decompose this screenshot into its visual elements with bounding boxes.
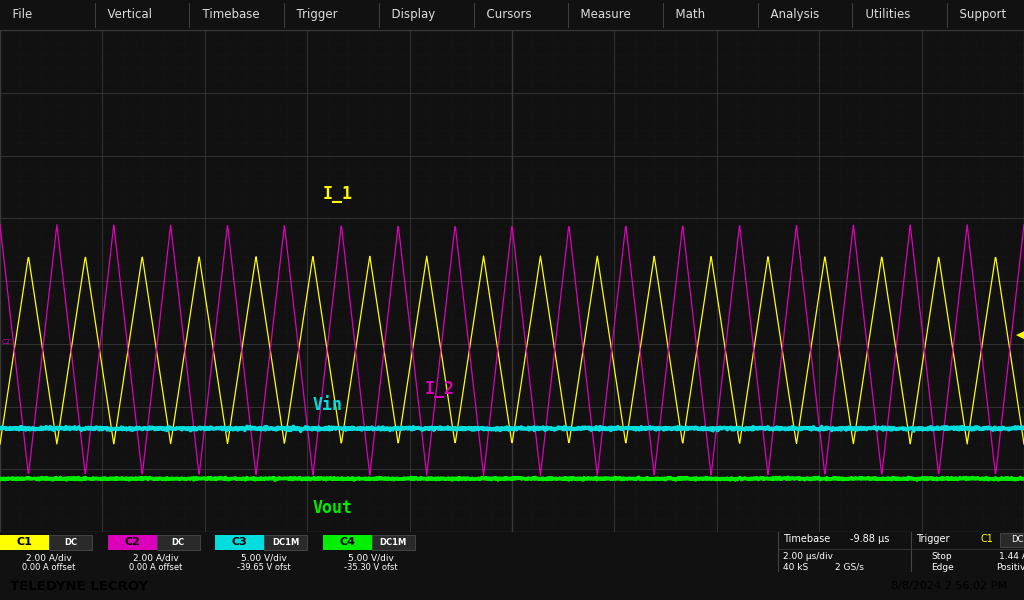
Text: 5.00 V/div: 5.00 V/div (348, 553, 394, 562)
Text: TELEDYNE LECROY: TELEDYNE LECROY (10, 580, 148, 593)
Text: C1: C1 (981, 534, 994, 544)
Text: 2.00 A/div: 2.00 A/div (133, 553, 179, 562)
Text: 2 GS/s: 2 GS/s (835, 563, 863, 572)
Bar (372, 535, 415, 550)
Text: -9.88 μs: -9.88 μs (850, 534, 889, 544)
Text: Trigger: Trigger (289, 8, 338, 21)
Text: Support: Support (952, 8, 1007, 21)
Bar (108, 535, 157, 550)
Text: C4: C4 (339, 538, 355, 547)
Text: Measure: Measure (573, 8, 631, 21)
Text: Timebase: Timebase (195, 8, 259, 21)
Text: Stop: Stop (932, 552, 952, 562)
Text: Vertical: Vertical (100, 8, 152, 21)
Text: DC: DC (172, 538, 184, 547)
Text: -35.30 V ofst: -35.30 V ofst (344, 563, 398, 572)
Text: File: File (5, 8, 33, 21)
Text: -39.65 V ofst: -39.65 V ofst (237, 563, 291, 572)
Text: C2: C2 (2, 339, 11, 345)
Bar (323, 535, 372, 550)
Text: DC: DC (65, 538, 77, 547)
Text: 2.00 A/div: 2.00 A/div (26, 553, 72, 562)
Text: 2.00 μs/div: 2.00 μs/div (783, 552, 834, 562)
Bar (1000, 533, 1024, 547)
Text: Display: Display (384, 8, 435, 21)
Text: Cursors: Cursors (479, 8, 531, 21)
Text: Vout: Vout (312, 499, 352, 517)
Bar (215, 535, 264, 550)
Text: 8/8/2024 2:56:02 PM: 8/8/2024 2:56:02 PM (891, 581, 1007, 591)
Text: Trigger: Trigger (916, 534, 950, 544)
Text: DC: DC (1011, 535, 1023, 545)
Text: Analysis: Analysis (763, 8, 819, 21)
Text: DC1M: DC1M (380, 538, 407, 547)
Text: Vin: Vin (312, 395, 342, 413)
Text: 0.00 A offset: 0.00 A offset (22, 563, 76, 572)
Bar (157, 535, 200, 550)
Bar (0, 535, 49, 550)
Text: I_2: I_2 (425, 380, 455, 398)
Text: Utilities: Utilities (858, 8, 910, 21)
Bar (264, 535, 307, 550)
Text: 5.00 V/div: 5.00 V/div (241, 553, 287, 562)
Text: Edge: Edge (931, 563, 953, 572)
Text: C2: C2 (124, 538, 140, 547)
Text: ◀: ◀ (1016, 329, 1024, 340)
Text: Math: Math (668, 8, 706, 21)
Text: DC1M: DC1M (272, 538, 299, 547)
Text: C1: C1 (16, 538, 33, 547)
Bar (49, 535, 92, 550)
Text: C3: C3 (231, 538, 248, 547)
Text: Timebase: Timebase (783, 534, 830, 544)
Text: I_1: I_1 (323, 185, 352, 203)
Text: Positive: Positive (996, 563, 1024, 572)
Text: 1.44 A: 1.44 A (999, 552, 1024, 562)
Text: 0.00 A offset: 0.00 A offset (129, 563, 183, 572)
Text: 40 kS: 40 kS (783, 563, 809, 572)
